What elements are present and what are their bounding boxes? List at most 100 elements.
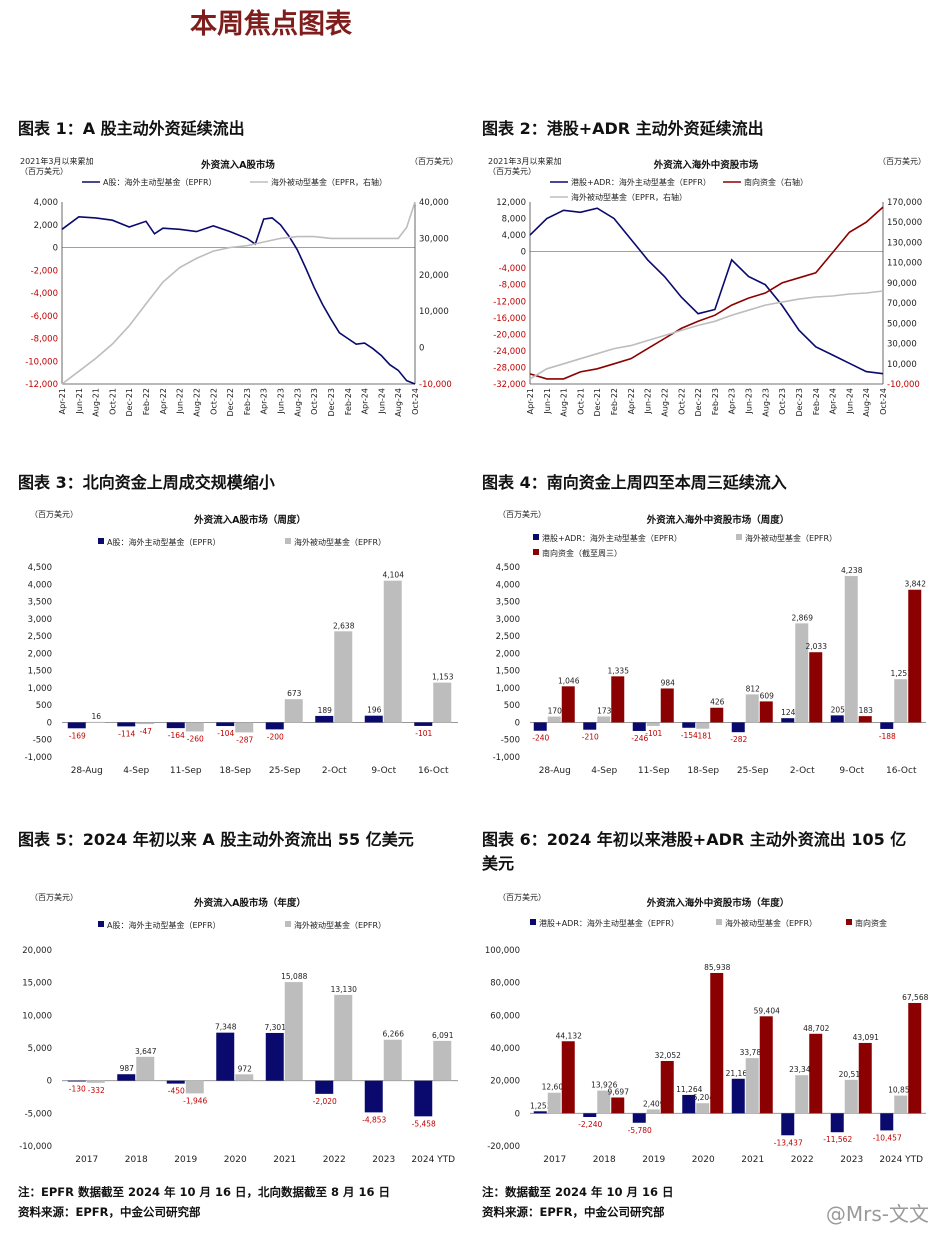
bar [682, 1094, 696, 1114]
bar [433, 682, 452, 723]
y-tick-label: 500 [504, 701, 520, 711]
bar [611, 1097, 625, 1114]
y-tick-label: 2,500 [28, 632, 52, 642]
data-label: 4,238 [841, 566, 863, 575]
bar [547, 716, 561, 723]
y-tick-label-left: -28,000 [493, 363, 526, 373]
x-tick-label: Jun-24 [377, 388, 386, 415]
data-label: 33,786 [740, 1048, 766, 1057]
legend-label: A股：海外主动型基金（EPFR） [107, 920, 221, 930]
bar [433, 1040, 452, 1081]
bar [166, 1080, 185, 1084]
data-label: -11,562 [823, 1135, 852, 1144]
data-label: 673 [287, 689, 302, 698]
data-label: -104 [217, 729, 234, 738]
bar [759, 1016, 773, 1114]
x-tick-label: Oct-23 [778, 388, 787, 415]
x-tick-label: Jun-21 [75, 388, 84, 415]
bar [117, 722, 136, 727]
x-tick-label: Aug-22 [192, 388, 201, 417]
bar [682, 722, 696, 728]
y-tick-label: 2,000 [496, 649, 520, 659]
y-tick-label-left: 2,000 [34, 221, 58, 231]
x-tick-label: Apr-23 [260, 388, 269, 414]
x-tick-label: 28-Aug [539, 766, 571, 776]
bar [830, 715, 844, 723]
y-tick-label: 500 [36, 701, 52, 711]
legend-swatch [846, 919, 852, 925]
data-label: -2,240 [578, 1120, 602, 1129]
y-tick-label: -1,000 [25, 753, 52, 763]
data-label: 9,697 [608, 1087, 630, 1096]
chart-2-line: 2021年3月以来累加（百万美元）（百万美元）外资流入海外中资股市场港股+ADR… [488, 156, 926, 417]
legend-label: 南向资金（截至周三） [542, 548, 622, 558]
chart-title: 外资流入A股市场（周度） [193, 514, 306, 526]
data-label: -287 [236, 735, 253, 744]
y-tick-label-right: 130,000 [887, 238, 922, 248]
bar [696, 722, 710, 729]
data-label: 13,130 [331, 985, 357, 994]
bar [561, 686, 575, 723]
x-tick-label: 9-Oct [839, 766, 864, 776]
x-tick-label: Jun-24 [845, 388, 854, 415]
y-tick-label: 4,500 [28, 563, 52, 573]
y-tick-label: 1,000 [28, 684, 52, 694]
data-label: 15,088 [281, 972, 307, 981]
legend-label: 海外被动型基金（EPFR） [294, 920, 386, 930]
data-label: -240 [532, 734, 549, 743]
legend-swatch [716, 919, 722, 925]
y-tick-label: 20,000 [490, 1077, 520, 1087]
y-tick-label-right: -10,000 [887, 380, 920, 390]
bar [414, 1080, 433, 1117]
y-tick-label-right: -10,000 [419, 380, 452, 390]
x-tick-label: Dec-21 [593, 388, 602, 417]
data-label: 16 [91, 712, 101, 721]
data-label: -282 [730, 735, 747, 744]
y-tick-label: 60,000 [490, 1011, 520, 1021]
y-tick-label-left: -10,000 [25, 357, 58, 367]
left-note: 注：EPFR 数据截至 2024 年 10 月 16 日，北向数据截至 8 月 … [18, 1185, 391, 1199]
left-axis-unit: （百万美元） [20, 166, 68, 176]
figure-4-heading: 图表 4：南向资金上周四至本周三延续流入 [482, 473, 787, 492]
x-tick-label: 9-Oct [371, 766, 396, 776]
data-label: -210 [582, 733, 599, 742]
y-tick-label-left: -12,000 [493, 297, 526, 307]
bar [646, 1109, 660, 1114]
axis-unit: （百万美元） [498, 892, 546, 902]
x-tick-label: Dec-22 [694, 388, 703, 417]
y-tick-label: 3,000 [28, 615, 52, 625]
data-label: 6,204 [693, 1093, 715, 1102]
left-axis-unit: 2021年3月以来累加 [20, 156, 93, 166]
y-tick-label-left: 0 [53, 244, 58, 254]
data-label: 189 [318, 706, 333, 715]
data-label: -13,437 [774, 1138, 803, 1147]
data-label: -114 [118, 729, 135, 738]
legend-label: 海外被动型基金（EPFR） [725, 918, 817, 928]
bar [880, 1113, 894, 1131]
y-tick-label: -500 [501, 736, 520, 746]
y-tick-label: -500 [33, 736, 52, 746]
bar [830, 1113, 844, 1133]
right-axis-unit: （百万美元） [410, 156, 458, 166]
data-label: -1,946 [183, 1096, 207, 1105]
bar [136, 722, 155, 725]
y-tick-label: 0 [47, 1077, 52, 1087]
x-tick-label: Jun-23 [277, 388, 286, 415]
y-tick-label-right: 50,000 [887, 319, 917, 329]
x-tick-label: Oct-21 [108, 388, 117, 415]
y-tick-label-left: -20,000 [493, 330, 526, 340]
x-tick-label: Apr-22 [159, 388, 168, 414]
y-tick-label-left: -12,000 [25, 380, 58, 390]
bar [185, 722, 204, 732]
data-label: -10,457 [873, 1133, 902, 1142]
y-tick-label: 80,000 [490, 979, 520, 989]
bar [334, 631, 353, 723]
legend-label: 港股+ADR：海外主动型基金（EPFR） [571, 177, 711, 187]
data-label: 2,033 [806, 642, 828, 651]
data-label: -101 [415, 729, 432, 738]
x-tick-label: 2022 [323, 1155, 346, 1165]
bar [136, 1056, 155, 1081]
y-tick-label: 1,500 [496, 667, 520, 677]
figure-3-heading: 图表 3：北向资金上周成交规模缩小 [18, 473, 275, 492]
